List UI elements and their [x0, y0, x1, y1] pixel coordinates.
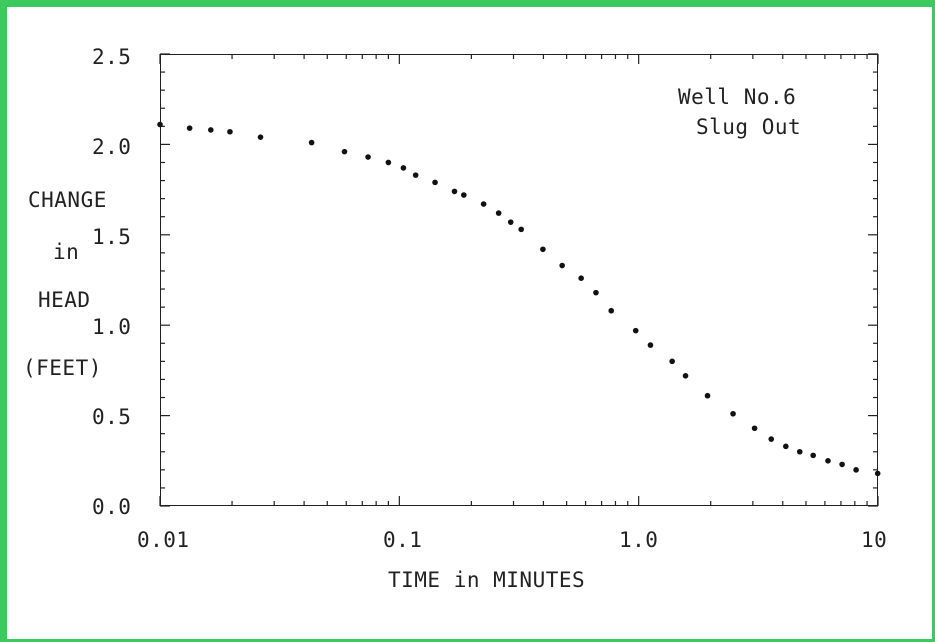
- data-point: [682, 373, 689, 379]
- ylabel-line-3: HEAD: [38, 288, 91, 312]
- x-axis-label: TIME in MINUTES: [388, 568, 586, 592]
- data-point: [796, 448, 803, 455]
- data-point: [495, 210, 502, 216]
- ylabel-line-2: in: [53, 240, 80, 264]
- data-point: [157, 121, 163, 128]
- data-point: [704, 392, 711, 399]
- data-point: [874, 470, 881, 477]
- data-point: [593, 289, 599, 296]
- data-point: [257, 134, 264, 140]
- y-tick-label-1: 0.5: [92, 405, 132, 429]
- ylabel-line-1: CHANGE: [28, 188, 107, 212]
- x-tick-label-2: 1.0: [619, 528, 659, 552]
- ylabel-line-4: (FEET): [23, 356, 102, 380]
- data-point: [730, 410, 736, 417]
- data-point: [341, 148, 348, 155]
- data-point: [518, 226, 525, 233]
- data-point: [540, 246, 546, 253]
- data-point: [632, 327, 639, 334]
- data-point: [578, 275, 584, 281]
- data-point: [751, 425, 758, 432]
- y-tick-label-2: 1.0: [92, 315, 132, 339]
- plot-area: [160, 54, 878, 506]
- data-point: [207, 127, 214, 133]
- data-point: [400, 165, 407, 171]
- data-point: [227, 128, 233, 135]
- data-point: [783, 443, 789, 450]
- data-point: [810, 452, 816, 459]
- annotation-slug: Slug Out: [696, 115, 802, 139]
- annotation-well: Well No.6: [678, 85, 797, 109]
- data-point: [507, 219, 514, 225]
- data-point: [825, 458, 831, 464]
- data-point: [308, 139, 315, 146]
- data-point: [480, 201, 487, 207]
- data-point: [385, 159, 392, 166]
- x-tick-label-0: 0.01: [137, 528, 190, 552]
- data-point: [839, 461, 845, 468]
- y-tick-label-4: 2.0: [92, 135, 132, 159]
- data-point: [461, 192, 467, 198]
- data-point: [451, 188, 458, 195]
- data-point: [432, 179, 438, 186]
- x-tick-label-3: 10: [861, 528, 888, 552]
- data-point: [412, 172, 419, 178]
- data-point: [768, 436, 775, 442]
- y-tick-label-3: 1.5: [92, 225, 132, 249]
- data-point: [669, 358, 675, 365]
- data-point: [559, 262, 565, 269]
- data-point: [647, 342, 654, 348]
- data-point: [186, 125, 193, 131]
- y-tick-label-0: 0.0: [92, 495, 132, 519]
- data-point: [365, 154, 371, 160]
- data-point: [608, 307, 615, 314]
- y-tick-label-5: 2.5: [92, 45, 132, 69]
- x-tick-label-1: 0.1: [383, 528, 423, 552]
- data-point: [853, 467, 859, 473]
